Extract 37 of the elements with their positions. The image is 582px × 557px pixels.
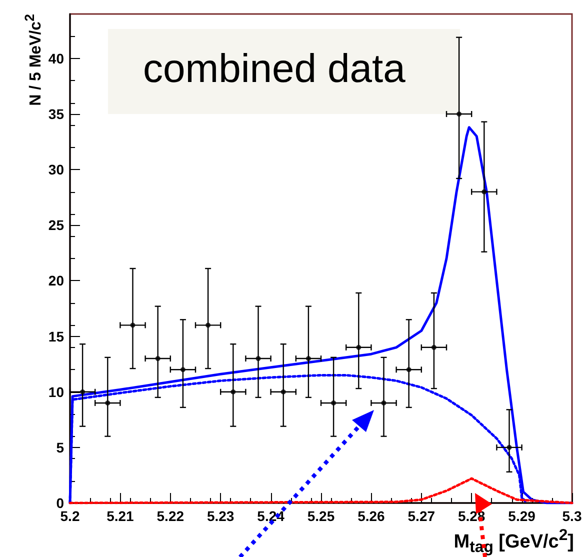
point: [356, 344, 362, 350]
y-tick-label: 15: [48, 328, 64, 344]
y-tick-label: 0: [56, 495, 64, 511]
x-tick-label: 5.21: [106, 508, 134, 524]
x-tick-label: 5.23: [206, 508, 234, 524]
point: [506, 444, 512, 450]
y-tick-label: 35: [48, 106, 64, 122]
point: [456, 112, 462, 117]
point: [230, 389, 236, 394]
point: [406, 367, 412, 372]
point: [280, 389, 286, 394]
x-tick-label: 5.2: [60, 508, 80, 524]
x-tick-label: 5.3: [562, 508, 582, 524]
y-tick-label: 25: [48, 217, 64, 234]
y-tick-label: 30: [48, 162, 64, 178]
x-tick-label: 5.25: [307, 508, 335, 524]
x-tick-label: 5.29: [508, 508, 536, 524]
point: [180, 367, 186, 372]
point: [105, 400, 110, 406]
point: [80, 389, 86, 394]
point: [256, 356, 261, 362]
point: [331, 400, 336, 406]
point: [482, 189, 487, 194]
y-tick-label: 40: [48, 50, 64, 66]
point: [381, 400, 386, 406]
point: [155, 356, 160, 362]
y-tick-label: 20: [48, 272, 64, 289]
x-tick-label: 5.26: [358, 508, 386, 524]
y-tick-label: 5: [56, 439, 64, 456]
point: [431, 344, 436, 350]
point: [130, 322, 136, 328]
point: [206, 322, 211, 328]
y-tick-label: 10: [48, 384, 64, 400]
annotation: combined data: [143, 47, 406, 91]
x-tick-label: 5.22: [156, 508, 184, 524]
point: [306, 356, 311, 362]
x-tick-label: 5.27: [408, 508, 436, 524]
